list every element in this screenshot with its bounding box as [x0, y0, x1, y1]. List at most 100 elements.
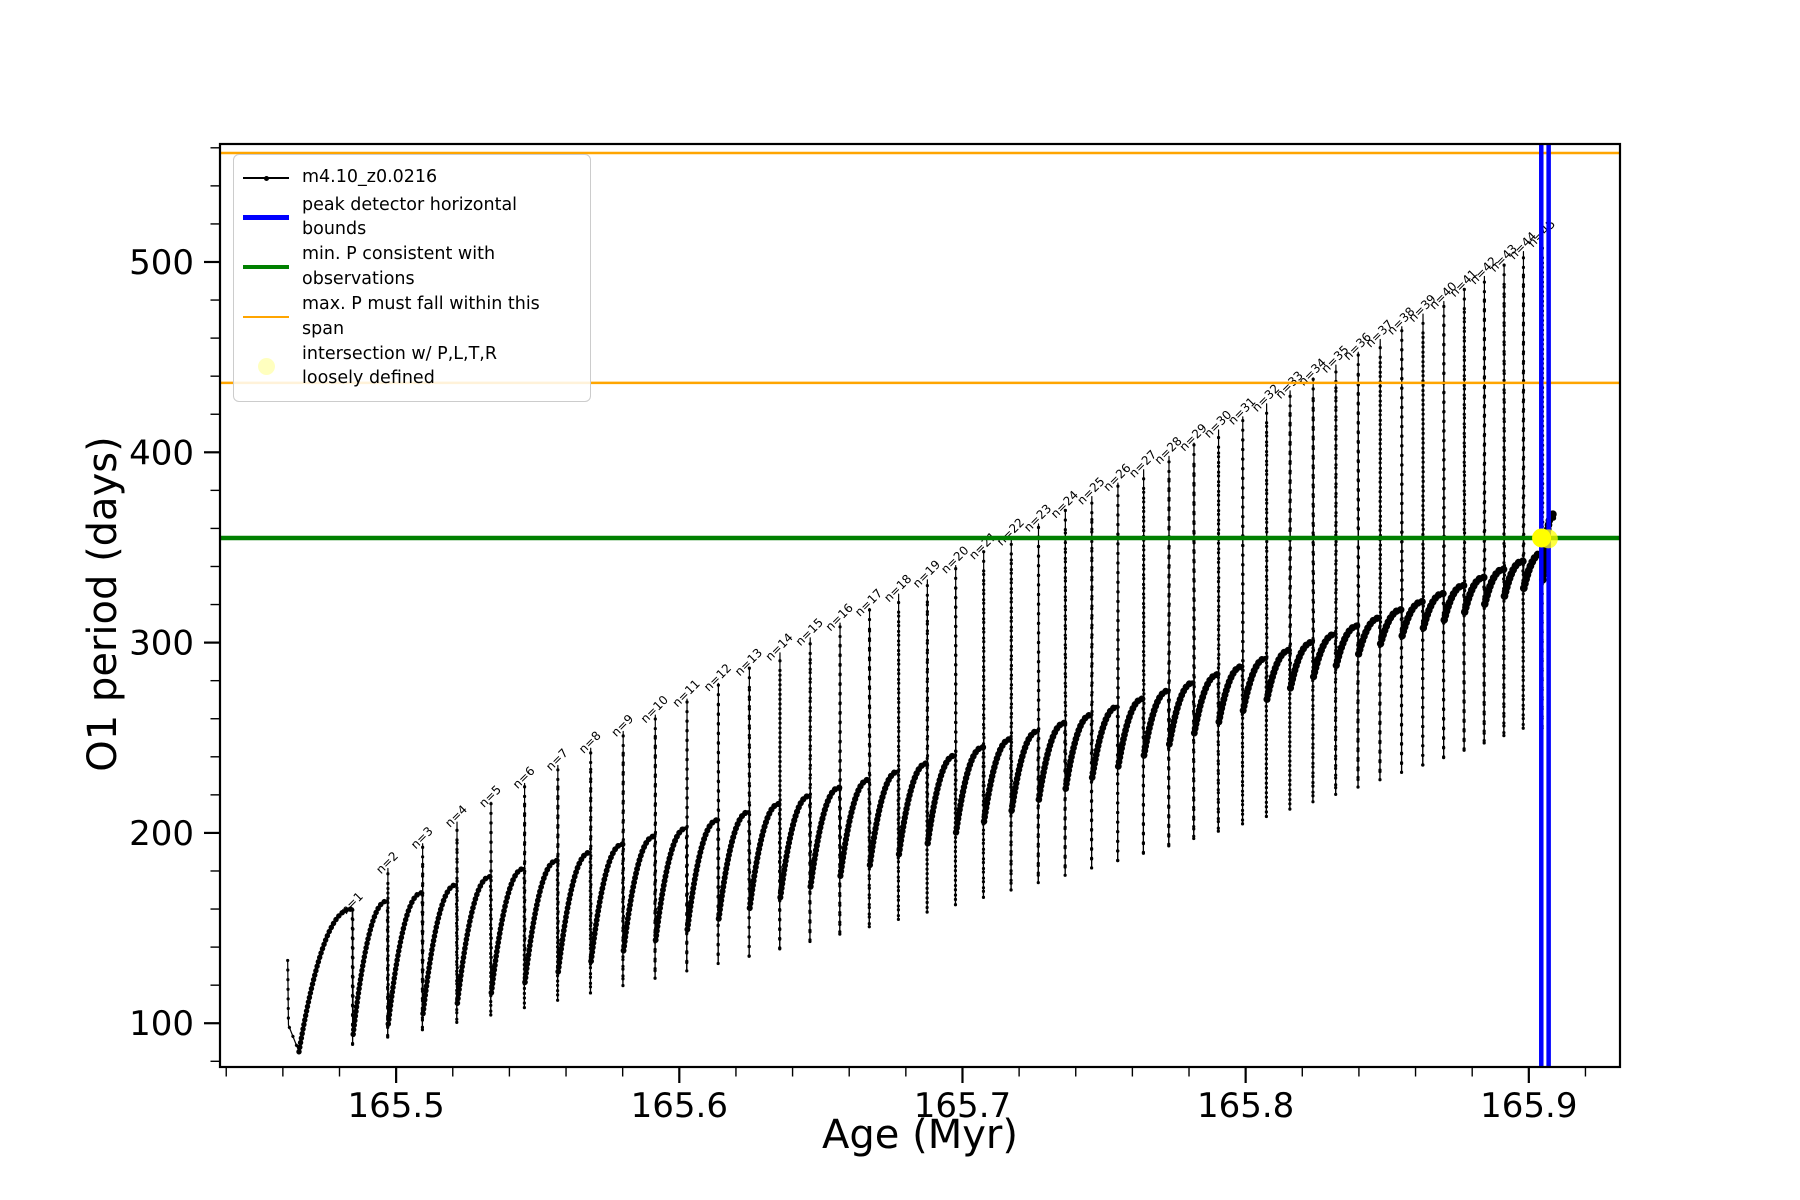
- pulse-arc-markers: [1008, 727, 1042, 814]
- cycle-peak-label: n=8: [576, 728, 604, 756]
- cycle-peak-label: n=4: [442, 802, 470, 830]
- pulse-arc-markers: [895, 760, 930, 858]
- pulse-arc-markers: [1480, 565, 1508, 608]
- x-axis-label: Age (Myr): [822, 1112, 1018, 1158]
- pulse-arc-markers: [296, 906, 355, 1055]
- pulse-arc-markers: [924, 752, 959, 847]
- cycle-peak-label: n=18: [881, 572, 914, 605]
- intersection-2-marker: [1538, 529, 1558, 549]
- y-tick-label: 300: [129, 624, 194, 664]
- data-series-m410-z00216: [286, 237, 1558, 1055]
- pulse-arc-markers: [1460, 573, 1488, 616]
- legend-item-intersection: intersection w/ P,L,T,R loosely defined: [242, 342, 580, 392]
- cycle-peak-label: n=14: [763, 630, 796, 663]
- cycle-peak-label: n=5: [476, 782, 504, 810]
- pulse-arc-markers: [980, 735, 1014, 825]
- pulse-arc-markers: [1286, 638, 1317, 692]
- y-tick-label: 500: [129, 243, 194, 283]
- cycle-peak-label: n=10: [638, 693, 671, 726]
- pulse-arc-markers: [350, 898, 391, 1038]
- pulse-arc-markers: [385, 890, 425, 1027]
- axis-ticks: [204, 147, 1587, 1083]
- pulse-arc-markers: [1035, 719, 1069, 803]
- pulse-arc-markers: [454, 873, 494, 1006]
- legend-item-label: min. P consistent with observations: [302, 244, 496, 290]
- cycle-peak-label: n=21: [966, 529, 999, 562]
- pulse-arc-markers: [866, 768, 902, 869]
- x-tick-label: 165.7: [914, 1086, 1011, 1126]
- pulse-arc: [297, 907, 354, 1054]
- legend-item-series: m4.10_z0.0216: [242, 163, 580, 193]
- pulse-arc-markers: [1062, 711, 1095, 792]
- legend-item-min-p: min. P consistent with observations: [242, 242, 580, 292]
- pulse-arc: [386, 891, 424, 1026]
- pulse-arc-markers: [588, 841, 626, 965]
- y-tick-label: 200: [129, 814, 194, 854]
- cycle-peak-label: n=12: [701, 661, 734, 694]
- cycle-peak-label: n=9: [608, 712, 636, 740]
- pulse-arc-markers: [1398, 597, 1427, 640]
- pulse-arc-markers: [1440, 581, 1468, 624]
- legend-item-max-p: max. P must fall within this span: [242, 292, 580, 342]
- pulse-arc-markers: [684, 817, 721, 933]
- cycle-peak-label: n=6: [510, 764, 538, 792]
- blue-line-icon: [242, 214, 290, 220]
- legend-item-peak-bounds: peak detector horizontal bounds: [242, 193, 580, 243]
- pulse-arc-markers: [746, 800, 783, 912]
- legend-item-label: m4.10_z0.0216: [302, 167, 438, 188]
- cycle-peak-label: n=16: [823, 601, 856, 634]
- y-tick-label: 400: [129, 433, 194, 473]
- x-tick-label: 165.5: [347, 1086, 444, 1126]
- pulse-arc-markers: [1215, 662, 1246, 726]
- reference-lines: [220, 144, 1620, 1067]
- legend-item-label: max. P must fall within this span: [302, 293, 540, 339]
- x-tick-label: 165.8: [1197, 1086, 1294, 1126]
- legend: m4.10_z0.0216 peak detector horizontal b…: [233, 154, 591, 403]
- pulse-arc-markers: [837, 776, 873, 879]
- x-tick-label: 165.9: [1480, 1086, 1577, 1126]
- pulse-arc-markers: [1376, 606, 1405, 648]
- x-tick-label: 165.6: [631, 1086, 728, 1126]
- cycle-peak-label: n=24: [1048, 488, 1081, 521]
- pulse-arc-markers: [522, 857, 561, 986]
- pulse-arc-markers: [1088, 703, 1121, 781]
- pulse-arc-markers: [1263, 646, 1294, 703]
- pulse-arc-markers: [1114, 695, 1147, 770]
- cycle-peak-label: n=7: [543, 746, 571, 774]
- pulse-arc-markers: [652, 825, 690, 944]
- pulse-arc-markers: [807, 784, 843, 890]
- legend-item-label: intersection w/ P,L,T,R loosely defined: [302, 343, 497, 389]
- pulse-arc-markers: [1165, 679, 1197, 748]
- pulse-arc-markers: [620, 833, 658, 954]
- cycle-peak-label: n=17: [852, 586, 885, 619]
- pulse-spike: [287, 959, 300, 1053]
- legend-item-label: peak detector horizontal bounds: [302, 194, 518, 240]
- cycle-peak-label: n=26: [1100, 461, 1133, 494]
- cycle-peak-label: n=23: [1021, 501, 1054, 534]
- pulse-spike-markers: [286, 958, 301, 1054]
- pulse-arc-markers: [1332, 622, 1362, 670]
- cycle-peak-label: n=3: [408, 824, 436, 852]
- pulse-arc-markers: [777, 792, 813, 901]
- pulse-arc-markers: [488, 865, 527, 996]
- pulse-arc-markers: [1239, 654, 1270, 715]
- cycle-peak-label: n=11: [670, 677, 703, 710]
- green-line-icon: [242, 265, 290, 270]
- orange-line-icon: [242, 315, 290, 318]
- pulse-arc-markers: [1309, 630, 1339, 681]
- pulse-arc-markers: [555, 849, 594, 975]
- pulse-arc-markers: [1419, 589, 1448, 632]
- cycle-peak-label: n=27: [1126, 447, 1159, 480]
- cycle-peak-label: n=20: [938, 543, 971, 576]
- cycle-peak-label: n=13: [732, 646, 765, 679]
- yellow-circle-icon: [242, 357, 290, 375]
- cycle-peak-label: n=2: [373, 849, 401, 877]
- pulse-arc-markers: [1140, 687, 1172, 759]
- pulse-arc-markers: [715, 808, 752, 922]
- y-tick-label: 100: [129, 1004, 194, 1044]
- series-line-icon: [242, 176, 290, 182]
- pulse-arc-markers: [1519, 549, 1546, 593]
- pulse-arc-markers: [1190, 671, 1222, 737]
